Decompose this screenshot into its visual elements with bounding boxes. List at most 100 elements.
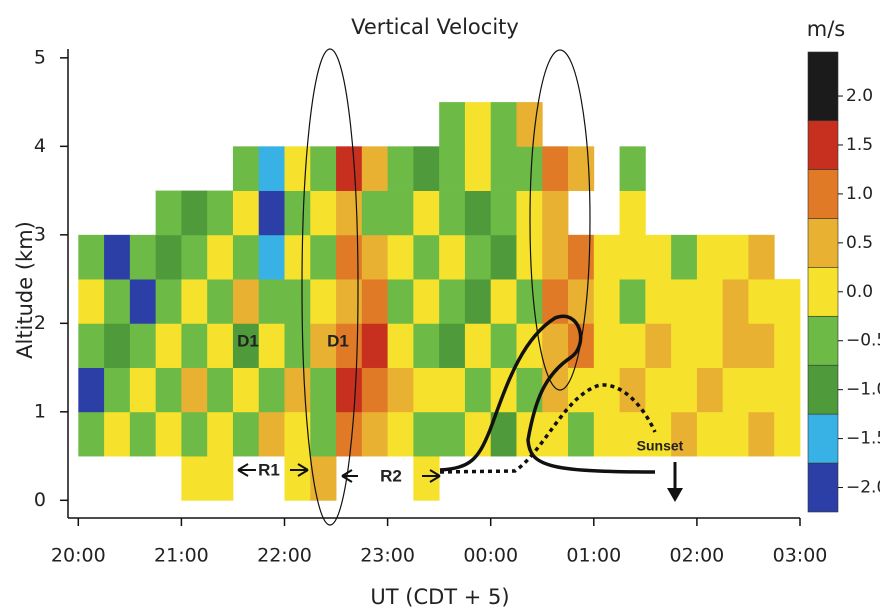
x-tick-label: 01:00: [566, 545, 621, 567]
cell: [542, 234, 569, 280]
cell: [258, 190, 285, 236]
cell: [568, 279, 595, 324]
cell: [696, 411, 724, 457]
cell: [696, 323, 724, 368]
cell: [129, 367, 157, 413]
cell: [671, 367, 698, 413]
cell: [748, 323, 775, 368]
cell: [284, 323, 311, 368]
cell: [129, 411, 157, 457]
cell: [748, 367, 775, 413]
cell: [155, 190, 182, 236]
cell: [232, 279, 260, 324]
cell: [207, 234, 234, 280]
cell: [258, 146, 285, 191]
cell: [310, 323, 337, 368]
cell: [104, 234, 131, 280]
colorbar-segment: [807, 267, 839, 317]
cell: [568, 146, 595, 191]
y-tick-label: 0: [34, 489, 46, 511]
cell: [413, 411, 440, 457]
cell: [774, 367, 801, 413]
cell: [439, 146, 466, 191]
cell: [232, 411, 260, 457]
cell: [181, 456, 208, 501]
cell: [464, 146, 492, 191]
colorbar-tick-label: 0.5: [846, 233, 873, 253]
cell: [413, 367, 440, 413]
cell: [542, 190, 569, 236]
cell: [696, 367, 724, 413]
cell: [129, 323, 157, 368]
cell: [336, 146, 363, 191]
cell: [748, 411, 775, 457]
cell: [645, 323, 672, 368]
cell: [361, 146, 389, 191]
annotation: R1: [258, 460, 280, 479]
cell: [722, 234, 749, 280]
cell: [619, 367, 646, 413]
ellipse: [301, 48, 359, 526]
cell: [181, 234, 208, 280]
cell: [155, 411, 182, 457]
cell: [361, 279, 389, 324]
cell: [387, 323, 414, 368]
cell: [593, 279, 620, 324]
colorbar-segment: [807, 51, 839, 121]
cell: [310, 367, 337, 413]
cell: [181, 411, 208, 457]
cell: [645, 411, 672, 457]
cell: [284, 279, 311, 324]
colorbar-segment: [807, 462, 839, 513]
cell: [258, 367, 285, 413]
cell: [490, 234, 517, 280]
cell: [464, 102, 492, 147]
cell: [207, 411, 234, 457]
cell: [361, 367, 389, 413]
cell: [78, 323, 105, 368]
cell: [232, 367, 260, 413]
cell: [619, 411, 646, 457]
cell: [619, 146, 646, 191]
cell: [516, 146, 543, 191]
cell: [181, 323, 208, 368]
cell: [464, 323, 492, 368]
cell: [104, 367, 131, 413]
cell: [516, 279, 543, 324]
axes: 20:00 21:00 22:00 23:00 00:00 01:00 02:00 03:00…: [34, 46, 880, 566]
cell: [439, 323, 466, 368]
cell: [104, 323, 131, 368]
cell: [258, 411, 285, 457]
cell: [310, 456, 337, 501]
x-tick-label: 21:00: [154, 545, 209, 567]
cell: [207, 279, 234, 324]
cell: [387, 279, 414, 324]
cell: [671, 323, 698, 368]
cell: [78, 367, 105, 413]
colorbar-tick-label: 1.0: [846, 184, 873, 204]
colorbar-segment: [807, 120, 839, 170]
cell: [155, 279, 182, 324]
cell: [181, 367, 208, 413]
cell: [645, 279, 672, 324]
cell: [619, 234, 646, 280]
cell: [490, 279, 517, 324]
cell: [516, 102, 543, 147]
cell: [361, 234, 389, 280]
cell: [361, 323, 389, 368]
colorbar-tick-label: 2.0: [846, 86, 873, 106]
cell: [413, 279, 440, 324]
cell: [155, 323, 182, 368]
cell: [696, 279, 724, 324]
annotation: D1: [327, 331, 349, 350]
y-axis-label: Altitude (km): [13, 221, 37, 359]
cell: [413, 234, 440, 280]
cell: [387, 146, 414, 191]
cell: [207, 190, 234, 236]
cell: [439, 102, 466, 147]
y-tick-label: 4: [34, 135, 46, 157]
cell: [439, 411, 466, 457]
cell: [387, 367, 414, 413]
cell: [593, 234, 620, 280]
